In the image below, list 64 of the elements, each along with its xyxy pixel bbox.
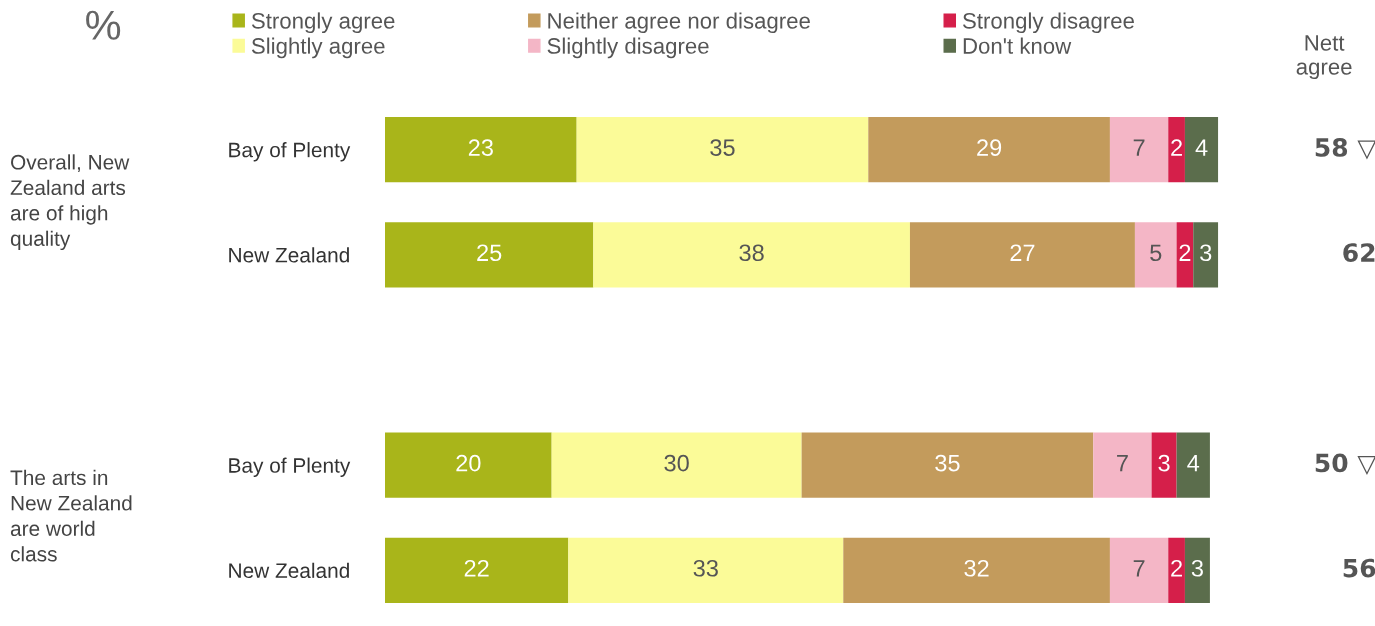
text: 62	[1343, 243, 1375, 263]
data-label: 2	[1179, 244, 1191, 261]
text: Overall, New Zealand arts are of high quality	[10, 154, 130, 251]
bar	[385, 222, 594, 288]
bar	[1176, 222, 1194, 288]
data-label: 4	[1187, 454, 1200, 472]
bar	[1176, 432, 1210, 498]
data-label: 2	[1171, 139, 1182, 156]
y-tick-label: New Zealand	[229, 562, 349, 579]
data-label: 7	[1133, 560, 1145, 577]
bar	[801, 432, 1094, 498]
bar	[385, 537, 569, 603]
bar	[1168, 117, 1185, 183]
data-label: 22	[464, 559, 489, 577]
bar	[909, 222, 1135, 288]
data-label: 3	[1191, 559, 1203, 577]
legend-label: Neither agree nor disagree	[548, 12, 810, 34]
bar	[1151, 432, 1177, 498]
legend-label: Slightly agree	[251, 37, 385, 59]
bar	[551, 432, 802, 498]
data-label: 29	[977, 139, 1002, 156]
data-label: 2	[1171, 559, 1182, 577]
text: The arts in New Zealand are world class	[10, 469, 132, 562]
text: Nett agree	[1296, 35, 1352, 80]
bar	[385, 432, 552, 498]
bar	[568, 537, 844, 603]
bar	[576, 117, 869, 183]
data-label: 33	[693, 559, 718, 577]
data-label: 5	[1150, 244, 1162, 262]
data-label: 35	[710, 139, 735, 156]
y-tick-label: Bay of Plenty	[229, 142, 351, 162]
bar	[1109, 537, 1169, 603]
data-label: 35	[935, 454, 960, 472]
data-label: 7	[1133, 139, 1145, 156]
bar	[385, 117, 577, 183]
bar	[1168, 537, 1185, 603]
bar	[843, 537, 1110, 603]
data-label: 23	[468, 139, 493, 156]
bar	[1193, 222, 1219, 288]
data-label: 4	[1195, 139, 1208, 156]
text: 56	[1343, 558, 1375, 578]
data-label: 3	[1200, 244, 1212, 262]
legend-label: Slightly disagree	[547, 37, 709, 59]
y-tick-label: Bay of Plenty	[229, 457, 351, 477]
y-tick-label: New Zealand	[229, 247, 349, 263]
legend-label: Don't know	[963, 37, 1072, 54]
data-label: 3	[1158, 454, 1170, 472]
data-label: 7	[1117, 454, 1128, 472]
bar	[1184, 537, 1210, 603]
data-label: 32	[964, 559, 989, 577]
bar	[593, 222, 910, 288]
bar	[1093, 432, 1152, 498]
data-label: 38	[739, 244, 764, 262]
data-label: 20	[456, 454, 481, 472]
bar	[1134, 222, 1177, 288]
data-label: 25	[477, 244, 502, 262]
data-label: 30	[664, 454, 689, 472]
data-label: 27	[1010, 244, 1035, 261]
bar	[868, 117, 1110, 183]
bar	[1184, 117, 1219, 183]
chart-title: %	[86, 10, 121, 40]
bar	[1109, 117, 1169, 183]
legend-label: Strongly agree	[251, 12, 395, 34]
legend-label: Strongly disagree	[962, 12, 1134, 34]
